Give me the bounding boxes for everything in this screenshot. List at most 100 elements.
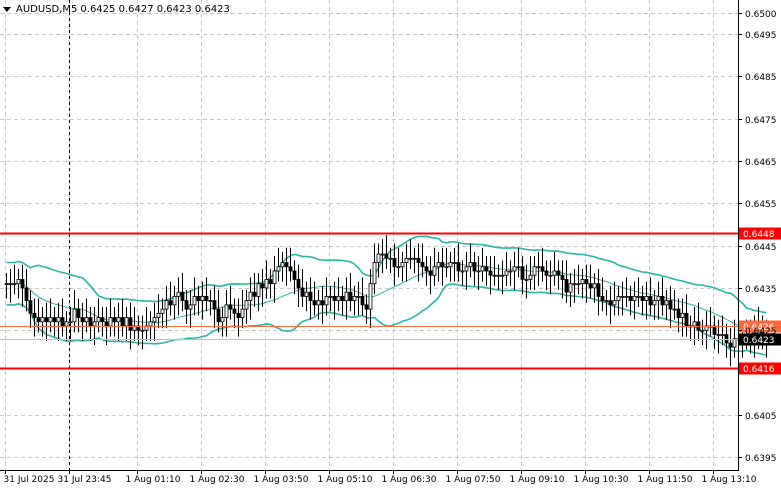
x-tick-label: 1 Aug 03:50: [254, 475, 309, 485]
candle-body: [428, 270, 433, 276]
candle-body: [452, 262, 457, 264]
candle-body: [344, 291, 349, 302]
candle-body: [336, 295, 341, 302]
candle-body: [328, 295, 333, 298]
dropdown-arrow-icon[interactable]: [3, 7, 11, 12]
candle-body: [432, 266, 437, 276]
candle-body: [356, 295, 361, 298]
level-label-bg: [739, 227, 781, 240]
candle-body: [180, 291, 185, 302]
candle-body: [444, 266, 449, 269]
candle-body: [188, 304, 193, 310]
candle-body: [204, 295, 209, 302]
candle-body: [424, 266, 429, 272]
candle-body: [392, 257, 397, 268]
candle-body: [412, 257, 417, 260]
candle-body: [160, 308, 165, 314]
candle-body: [680, 312, 685, 318]
candle-body: [248, 291, 253, 302]
x-tick-label: 1 Aug 10:30: [574, 475, 629, 485]
candle-body: [304, 291, 309, 297]
candle-body: [656, 295, 661, 302]
candle-body: [456, 262, 461, 272]
candle-body: [676, 308, 681, 318]
candle-body: [404, 257, 409, 263]
x-tick-label: 31 Jul 2025: [4, 475, 55, 485]
candle-body: [284, 262, 289, 268]
candle-body: [636, 295, 641, 298]
candle-body: [108, 317, 113, 327]
candle-body: [612, 300, 617, 306]
candle-body: [300, 287, 305, 297]
candle-body: [32, 312, 37, 318]
candle-body: [164, 300, 169, 310]
candle-body: [716, 334, 721, 336]
candle-body: [472, 262, 477, 272]
x-tick-label: 1 Aug 05:10: [318, 475, 373, 485]
x-tick-label: 1 Aug 01:10: [126, 475, 181, 485]
level-label-bg: [739, 362, 781, 375]
y-tick-label: 0.6395: [745, 454, 777, 464]
candle-body: [56, 317, 61, 323]
candle-body: [212, 300, 217, 310]
candle-body: [660, 295, 665, 306]
candle-body: [340, 295, 345, 302]
candle-body: [384, 253, 389, 259]
candle-body: [668, 300, 673, 310]
candle-body: [728, 342, 733, 348]
candle-body: [104, 321, 109, 327]
candle-body: [52, 317, 57, 323]
candle-body: [724, 334, 729, 344]
level-label: 0.6416: [743, 365, 775, 375]
candle-body: [616, 295, 621, 302]
candle-body: [388, 257, 393, 260]
candle-body: [228, 304, 233, 310]
candle-body: [512, 266, 517, 272]
x-tick-label: 1 Aug 06:30: [382, 475, 437, 485]
candle-body: [364, 304, 369, 310]
candle-body: [240, 308, 245, 318]
candle-body: [468, 262, 473, 268]
candle-body: [8, 283, 13, 286]
candle-body: [268, 279, 273, 285]
candle-body: [196, 295, 201, 302]
y-tick-label: 0.6475: [745, 116, 777, 126]
reference-label: 0.6426: [743, 323, 775, 333]
candle-body: [68, 321, 73, 324]
candle-body: [504, 270, 509, 276]
candle-body: [216, 308, 221, 323]
candle-body: [584, 279, 589, 285]
bollinger-lower: [6, 283, 767, 356]
candle-body: [552, 270, 557, 276]
candle-body: [172, 295, 177, 306]
candle-body: [332, 295, 337, 302]
candle-body: [644, 295, 649, 302]
candle-body: [580, 279, 585, 285]
candle-body: [288, 266, 293, 272]
candle-body: [208, 300, 213, 303]
candle-body: [400, 262, 405, 268]
candle-body: [232, 308, 237, 314]
candle-body: [372, 262, 377, 285]
candle-body: [252, 291, 257, 297]
candle-body: [652, 300, 657, 306]
candle-body: [600, 295, 605, 302]
candle-body: [36, 317, 41, 323]
symbol-label[interactable]: AUDUSD,M5: [16, 4, 78, 15]
candle-body: [640, 295, 645, 302]
candle-body: [168, 300, 173, 306]
candle-body: [556, 270, 561, 276]
candle-body: [156, 312, 161, 318]
candle-body: [564, 279, 569, 293]
candle-body: [396, 266, 401, 269]
candle-body: [508, 270, 513, 273]
candle-body: [720, 334, 725, 336]
candle-body: [628, 295, 633, 302]
candle-body: [236, 312, 241, 318]
candle-body: [100, 317, 105, 323]
candle-body: [264, 279, 269, 289]
candle-body: [440, 262, 445, 268]
y-tick-label: 0.6465: [745, 158, 777, 168]
